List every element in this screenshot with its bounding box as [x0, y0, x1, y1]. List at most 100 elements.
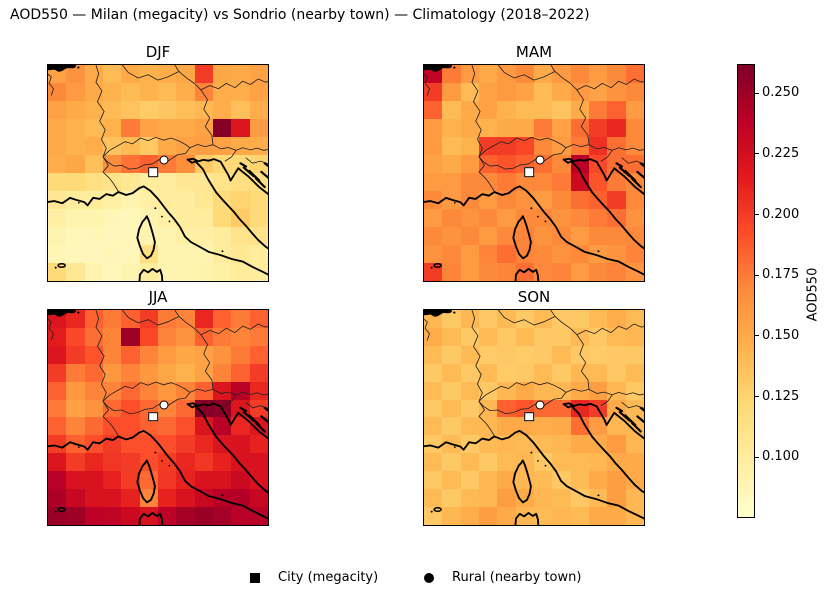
city-marker [148, 167, 159, 178]
coastline-path [48, 185, 268, 276]
heatmap-cell [121, 263, 140, 281]
panel-jja-map [47, 309, 269, 526]
colorbar-tick [755, 92, 759, 94]
small-island-dot [530, 207, 533, 210]
country-border-path [424, 318, 430, 341]
colorbar-tick-label: 0.250 [762, 85, 800, 101]
heatmap-cell [139, 83, 158, 101]
heatmap-cell [552, 453, 571, 472]
heatmap-cell [231, 417, 250, 436]
heatmap-cell [424, 399, 443, 418]
heatmap-cell [515, 83, 534, 101]
heatmap-cell [48, 399, 67, 418]
heatmap-cell [479, 137, 498, 155]
island-path [639, 162, 644, 168]
heatmap-cell [66, 209, 85, 227]
heatmap-cell [497, 363, 516, 382]
heatmap-cell [479, 119, 498, 137]
island-path [260, 170, 268, 179]
heatmap-cell [589, 65, 608, 83]
heatmap-cell [589, 137, 608, 155]
heatmap-cell [460, 471, 479, 490]
colorbar-tick-label: 0.100 [762, 449, 800, 465]
heatmap-cell [589, 263, 608, 281]
heatmap-cell [231, 83, 250, 101]
heatmap-cell [589, 327, 608, 346]
heatmap-cell [176, 489, 195, 508]
heatmap-cell [231, 191, 250, 209]
heatmap-cell [607, 345, 626, 364]
colorbar-tick-label: 0.125 [762, 388, 800, 404]
heatmap-cell [176, 65, 195, 83]
island-path [630, 177, 642, 189]
heatmap-cell [552, 101, 571, 119]
heatmap-cell [121, 327, 140, 346]
heatmap-cell [460, 507, 479, 525]
heatmap-cell [48, 137, 67, 155]
small-island-dot [453, 446, 456, 449]
heatmap-cell [103, 263, 122, 281]
heatmap-cell [176, 173, 195, 191]
panel-title-djf: DJF [145, 43, 171, 61]
heatmap-cell [607, 310, 626, 328]
heatmap-cell [158, 453, 177, 472]
heatmap-cell [194, 245, 213, 263]
heatmap-cell [479, 327, 498, 346]
country-border-path [576, 89, 590, 146]
heatmap-cell [213, 137, 232, 155]
heatmap-cell [213, 453, 232, 472]
heatmap-cell [103, 435, 122, 454]
heatmap-cell [442, 453, 461, 472]
heatmap-cell [48, 155, 67, 173]
heatmap-cell [48, 101, 67, 119]
heatmap-cell [497, 137, 516, 155]
heatmap-cell [479, 245, 498, 263]
heatmap-cell [479, 381, 498, 400]
heatmap-cell [424, 363, 443, 382]
heatmap-cell [158, 83, 177, 101]
heatmap-cell [84, 209, 103, 227]
heatmap-cell [176, 245, 195, 263]
small-island-dot [430, 510, 433, 513]
heatmap-cell [570, 363, 589, 382]
heatmap-cell [48, 435, 67, 454]
small-island-dot [161, 215, 163, 218]
heatmap-cell [84, 65, 103, 83]
heatmap-cell [249, 209, 268, 227]
heatmap-cell [158, 173, 177, 191]
heatmap-cell [249, 363, 268, 382]
heatmap-cell [84, 227, 103, 245]
heatmap-cell [479, 435, 498, 454]
panel-title-son: SON [517, 288, 551, 306]
heatmap-cell [607, 83, 626, 101]
heatmap-cell [625, 399, 644, 418]
island-path [639, 406, 644, 412]
heatmap-cell [424, 381, 443, 400]
heatmap-cell [552, 327, 571, 346]
heatmap-cell [515, 345, 534, 364]
heatmap-cell [460, 399, 479, 418]
coastline-path [512, 215, 532, 260]
heatmap-cell [66, 101, 85, 119]
heatmap-cell [552, 209, 571, 227]
country-border-path [200, 334, 214, 390]
heatmap-cell [66, 363, 85, 382]
heatmap-cell [249, 155, 268, 173]
heatmap-cell [424, 209, 443, 227]
heatmap-cell [625, 155, 644, 173]
heatmap-cell [121, 173, 140, 191]
heatmap-cell [84, 327, 103, 346]
heatmap-cell [84, 155, 103, 173]
heatmap-cell [139, 137, 158, 155]
heatmap-cell [139, 191, 158, 209]
island-path [254, 177, 266, 189]
heatmap-cell [176, 327, 195, 346]
legend-label-city: City (megacity) [278, 570, 379, 585]
legend-item-city: City (megacity) [250, 570, 378, 585]
heatmap-cell [48, 453, 67, 472]
heatmap-cell [460, 245, 479, 263]
heatmap-cell [84, 399, 103, 418]
heatmap-cell [497, 453, 516, 472]
heatmap-cell [103, 227, 122, 245]
small-island-dot [453, 311, 456, 314]
